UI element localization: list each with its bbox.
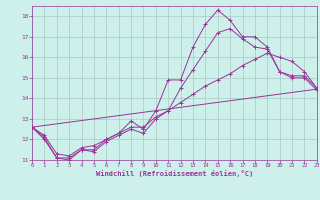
X-axis label: Windchill (Refroidissement éolien,°C): Windchill (Refroidissement éolien,°C) [96, 170, 253, 177]
